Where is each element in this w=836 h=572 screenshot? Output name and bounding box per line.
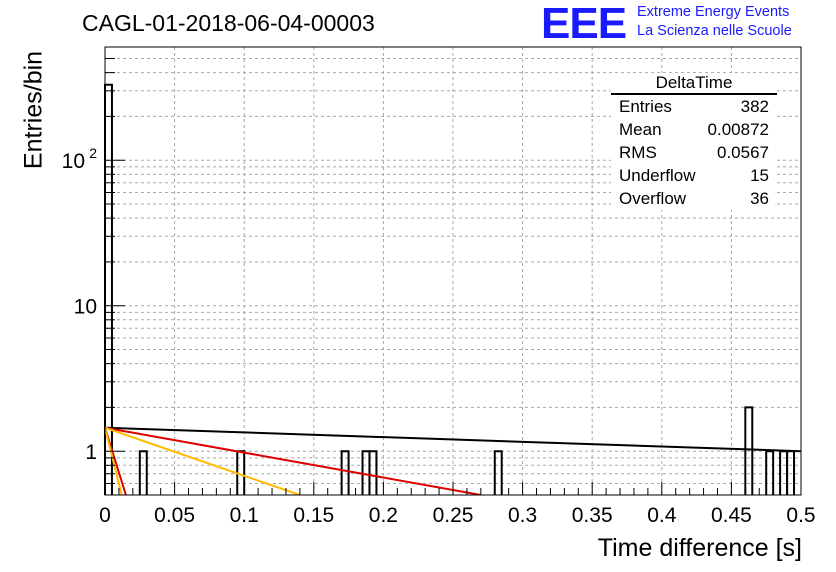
x-tick-label: 0.1 xyxy=(230,504,259,527)
org-line-2: La Scienza nelle Scuole xyxy=(637,23,792,39)
x-tick-label: 0.2 xyxy=(369,504,398,527)
stats-label: Entries xyxy=(619,97,672,116)
eee-logo: EEE xyxy=(541,0,627,48)
stats-box: DeltaTime Entries 382 Mean 0.00872 RMS 0.0567… xyxy=(611,73,777,210)
fit-curve xyxy=(105,426,482,495)
fit-curve xyxy=(105,426,301,495)
x-tick-label: 0.15 xyxy=(293,504,334,527)
x-tick-label: 0.4 xyxy=(647,504,677,527)
x-tick-label: 0.35 xyxy=(572,504,613,527)
stats-label: Overflow xyxy=(619,189,687,208)
histogram-bar xyxy=(744,406,754,495)
x-tick-label: 0.5 xyxy=(786,504,815,527)
histogram-bar xyxy=(493,450,503,495)
axes: 0 0.05 0.1 0.15 0.2 0.25 0.3 0.35 0.4 0.45 0.5 1 10 1… xyxy=(62,46,816,527)
stats-row: Underflow 15 xyxy=(611,164,777,187)
org-name: Extreme Energy Events La Scienza nelle S… xyxy=(637,3,792,41)
histogram-bar xyxy=(340,450,350,495)
x-axis-label: Time difference [s] xyxy=(597,534,802,562)
stats-label: RMS xyxy=(619,143,657,162)
histogram-bar xyxy=(138,450,148,495)
stats-row: RMS 0.0567 xyxy=(611,141,777,164)
stats-rows: Entries 382 Mean 0.00872 RMS 0.0567 Underflow 1… xyxy=(611,95,777,210)
stats-row: Overflow 36 xyxy=(611,187,777,210)
stats-title: DeltaTime xyxy=(611,73,777,95)
y-tick-label: 1 xyxy=(85,441,97,464)
chart-title: CAGL-01-2018-06-04-00003 xyxy=(82,10,375,36)
stats-label: Underflow xyxy=(619,166,696,185)
fit-curve xyxy=(105,426,801,453)
stats-label: Mean xyxy=(619,120,662,139)
stats-value: 0.00872 xyxy=(707,120,769,139)
fit-curve xyxy=(105,427,123,495)
x-tick-label: 0.3 xyxy=(508,504,537,527)
y-axis-label: Entries/bin xyxy=(19,50,48,170)
histogram-bar xyxy=(765,450,775,495)
stats-value: 36 xyxy=(750,189,769,208)
y-tick-exponent: 2 xyxy=(89,145,97,161)
fit-curves xyxy=(105,426,801,495)
stats-row: Entries 382 xyxy=(611,95,777,118)
x-tick-label: 0 xyxy=(99,504,111,527)
stats-value: 0.0567 xyxy=(717,143,769,162)
stats-row: Mean 0.00872 xyxy=(611,118,777,141)
stats-value: 382 xyxy=(740,97,769,116)
y-tick-label: 10 xyxy=(62,150,85,173)
stats-value: 15 xyxy=(750,166,769,185)
x-tick-label: 0.05 xyxy=(154,504,195,527)
y-tick-label: 10 xyxy=(74,296,97,319)
grid xyxy=(105,46,801,496)
x-tick-label: 0.45 xyxy=(711,504,752,527)
org-line-1: Extreme Energy Events xyxy=(637,4,790,20)
x-tick-label: 0.25 xyxy=(433,504,474,527)
histogram-bar xyxy=(368,450,378,495)
